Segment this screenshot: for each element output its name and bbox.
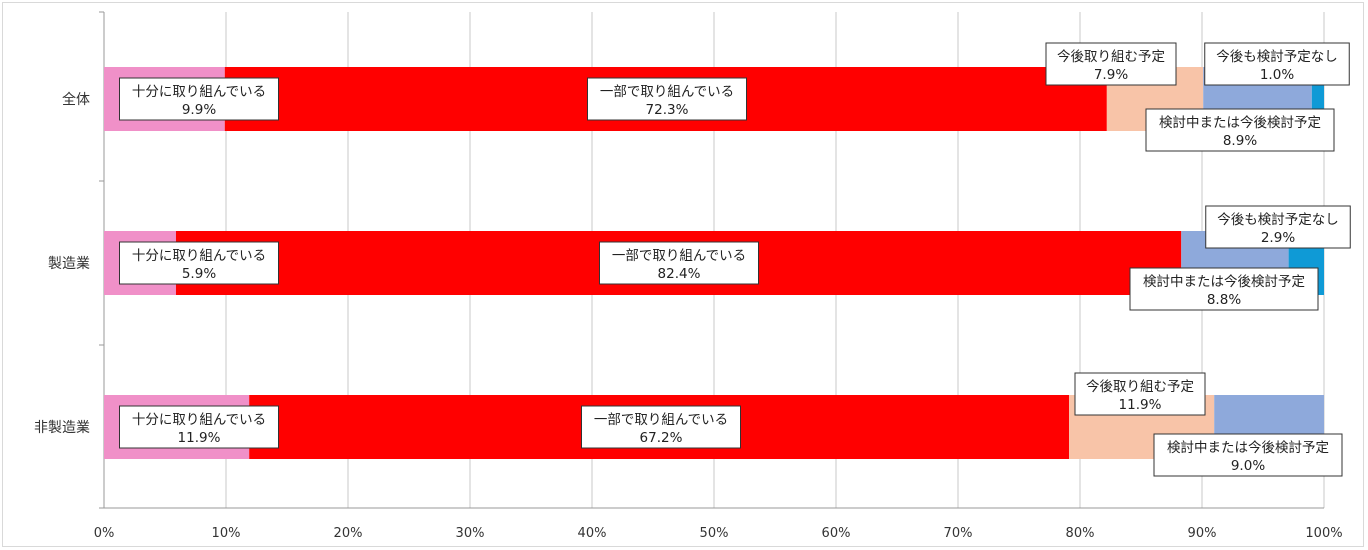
x-tick-label: 30% — [456, 526, 485, 541]
data-label-value: 72.3% — [646, 102, 689, 118]
x-tick-label: 40% — [578, 526, 607, 541]
data-label-value: 11.9% — [178, 430, 221, 446]
data-label-category: 検討中または今後検討予定 — [1167, 440, 1329, 456]
data-label-category: 検討中または今後検討予定 — [1143, 274, 1305, 290]
x-tick-label: 70% — [944, 526, 973, 541]
data-label-value: 11.9% — [1119, 397, 1162, 413]
data-label-category: 十分に取り組んでいる — [132, 248, 266, 264]
x-tick-label: 100% — [1305, 526, 1342, 541]
data-label-box — [119, 405, 279, 449]
data-label-value: 9.9% — [182, 102, 216, 118]
data-label-value: 7.9% — [1094, 67, 1128, 83]
data-label-value: 8.9% — [1223, 133, 1257, 149]
x-tick-label: 20% — [334, 526, 363, 541]
data-label-value: 1.0% — [1260, 67, 1294, 83]
data-label-value: 8.8% — [1207, 292, 1241, 308]
data-label-box — [119, 241, 279, 285]
data-label-box — [599, 241, 759, 285]
data-label-box — [1145, 108, 1335, 152]
data-label-box — [1074, 372, 1206, 416]
category-label: 製造業 — [48, 256, 90, 272]
data-label-box — [1153, 433, 1343, 477]
data-label-category: 一部で取り組んでいる — [600, 84, 734, 100]
data-label-box — [1045, 42, 1177, 86]
x-tick-label: 60% — [822, 526, 851, 541]
data-label-box — [1204, 42, 1350, 86]
data-label-category: 今後も検討予定なし — [1217, 212, 1339, 228]
data-label-category: 十分に取り組んでいる — [132, 412, 266, 428]
data-label-category: 今後取り組む予定 — [1086, 379, 1194, 395]
data-label-category: 十分に取り組んでいる — [132, 84, 266, 100]
data-label-box — [581, 405, 741, 449]
data-label-category: 検討中または今後検討予定 — [1159, 115, 1321, 131]
x-tick-label: 50% — [700, 526, 729, 541]
data-label-value: 2.9% — [1261, 230, 1295, 246]
data-label-category: 一部で取り組んでいる — [612, 248, 746, 264]
data-label-value: 82.4% — [658, 266, 701, 282]
data-label-category: 一部で取り組んでいる — [594, 412, 728, 428]
category-label: 非製造業 — [34, 420, 90, 436]
data-label-value: 5.9% — [182, 266, 216, 282]
data-label-category: 今後も検討予定なし — [1216, 49, 1338, 65]
x-tick-label: 10% — [212, 526, 241, 541]
x-tick-label: 0% — [94, 526, 115, 541]
x-tick-label: 80% — [1066, 526, 1095, 541]
x-tick-label: 90% — [1188, 526, 1217, 541]
data-label-box — [1205, 205, 1351, 249]
data-label-box — [119, 77, 279, 121]
category-label: 全体 — [62, 91, 90, 108]
data-label-value: 67.2% — [640, 430, 683, 446]
data-label-box — [587, 77, 747, 121]
data-label-value: 9.0% — [1231, 458, 1265, 474]
data-label-box — [1129, 267, 1319, 311]
data-label-category: 今後取り組む予定 — [1057, 49, 1165, 65]
